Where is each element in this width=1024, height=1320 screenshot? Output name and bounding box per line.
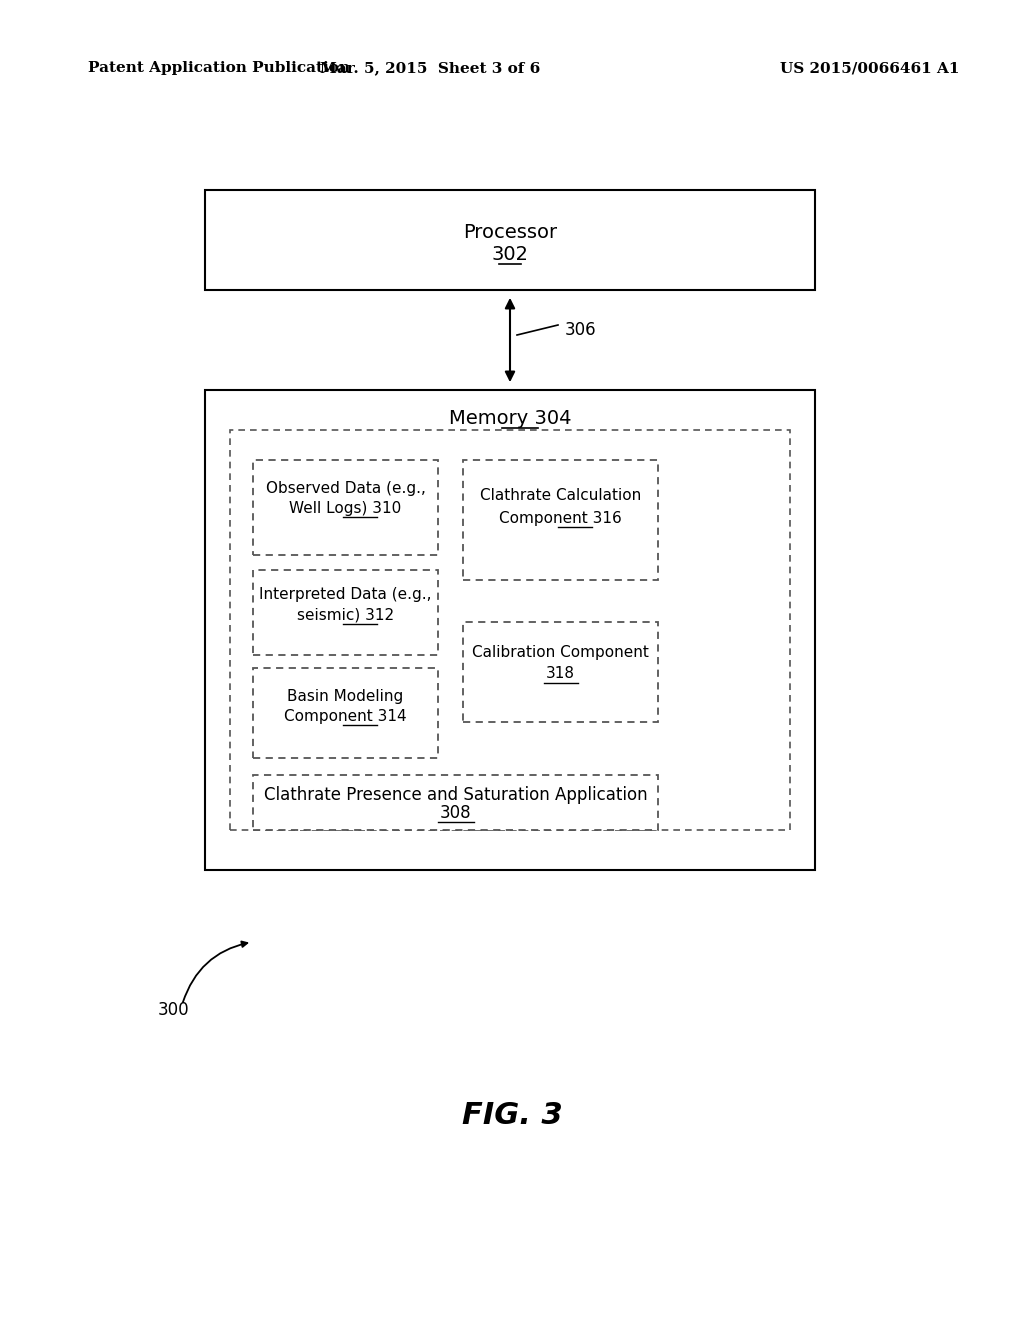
FancyArrowPatch shape (183, 941, 248, 1002)
Text: Well Logs) 310: Well Logs) 310 (290, 500, 401, 516)
Text: Clathrate Calculation: Clathrate Calculation (480, 487, 641, 503)
Text: Component 314: Component 314 (285, 709, 407, 723)
Text: Calibration Component: Calibration Component (472, 644, 649, 660)
FancyBboxPatch shape (205, 190, 815, 290)
FancyBboxPatch shape (463, 622, 658, 722)
Text: Interpreted Data (e.g.,: Interpreted Data (e.g., (259, 587, 432, 602)
FancyBboxPatch shape (463, 459, 658, 579)
Text: US 2015/0066461 A1: US 2015/0066461 A1 (780, 61, 959, 75)
FancyBboxPatch shape (205, 389, 815, 870)
Text: Memory 304: Memory 304 (449, 408, 571, 428)
Text: 302: 302 (492, 244, 528, 264)
Text: Component 316: Component 316 (499, 511, 622, 525)
Text: Observed Data (e.g.,: Observed Data (e.g., (265, 480, 425, 495)
Text: Mar. 5, 2015  Sheet 3 of 6: Mar. 5, 2015 Sheet 3 of 6 (319, 61, 540, 75)
Text: 318: 318 (546, 667, 575, 681)
Text: FIG. 3: FIG. 3 (462, 1101, 562, 1130)
FancyBboxPatch shape (253, 570, 438, 655)
Text: seismic) 312: seismic) 312 (297, 607, 394, 623)
Text: 300: 300 (158, 1001, 189, 1019)
FancyBboxPatch shape (253, 459, 438, 554)
Text: 306: 306 (565, 321, 597, 339)
FancyBboxPatch shape (253, 668, 438, 758)
Text: Clathrate Presence and Saturation Application: Clathrate Presence and Saturation Applic… (264, 785, 647, 804)
Text: Processor: Processor (463, 223, 557, 242)
Text: 308: 308 (439, 804, 471, 822)
FancyBboxPatch shape (230, 430, 790, 830)
Text: Patent Application Publication: Patent Application Publication (88, 61, 350, 75)
Text: Basin Modeling: Basin Modeling (288, 689, 403, 704)
FancyBboxPatch shape (253, 775, 658, 830)
